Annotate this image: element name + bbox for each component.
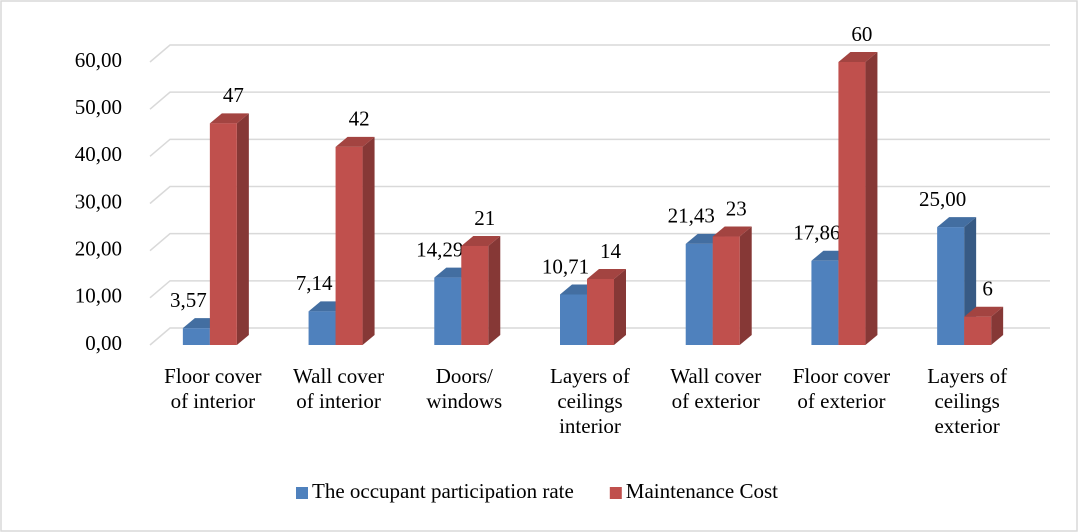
x-tick-label: Layers of ceilings exterior <box>927 364 1008 438</box>
grid-line <box>149 138 1050 157</box>
bar-top <box>587 268 626 279</box>
data-label: 7,14 <box>296 271 333 295</box>
grid-line <box>149 44 1050 63</box>
x-tick-label: Wall cover of interior <box>293 364 385 413</box>
bar-top <box>209 113 249 124</box>
data-label: 3,57 <box>170 288 207 312</box>
bar <box>685 243 713 345</box>
data-label: 23 <box>726 196 747 220</box>
y-tick-label: 50,00 <box>75 95 122 119</box>
grid-line <box>149 185 1050 205</box>
y-tick-label: 10,00 <box>75 284 122 308</box>
bar <box>182 328 210 345</box>
bar-side <box>488 235 501 345</box>
bar-side <box>614 268 626 345</box>
bar <box>964 316 992 345</box>
data-label: 17,86 <box>793 221 840 245</box>
bar-side <box>362 136 375 345</box>
bar-top <box>712 226 752 237</box>
data-label: 25,00 <box>919 187 966 211</box>
legend-swatch <box>609 487 622 499</box>
legend-label: The occupant participation rate <box>312 479 574 503</box>
y-tick-label: 20,00 <box>75 236 122 260</box>
data-label: 42 <box>349 107 370 131</box>
bar <box>461 245 489 345</box>
bar <box>308 311 336 345</box>
bar-top <box>335 136 375 147</box>
bar <box>587 278 614 345</box>
x-tick-label: Floor cover of interior <box>164 364 262 413</box>
bar <box>838 62 866 345</box>
bar <box>209 123 237 345</box>
grid-line <box>149 280 1050 299</box>
x-tick-label: Layers of ceilings interior <box>550 364 630 438</box>
data-label: 47 <box>223 83 244 107</box>
bar <box>811 260 839 345</box>
bar <box>712 236 740 345</box>
data-label: 21,43 <box>668 204 715 228</box>
legend-label: Maintenance Cost <box>626 479 778 503</box>
y-tick-label: 0,00 <box>85 331 122 355</box>
bar-top <box>964 306 1004 317</box>
data-label: 60 <box>851 22 872 46</box>
grid-line <box>149 327 1050 346</box>
bar-side <box>991 306 1004 345</box>
grid-line <box>149 232 1050 252</box>
bar-top <box>937 217 977 228</box>
x-tick-label: Floor cover of exterior <box>792 364 891 413</box>
bar-top <box>838 52 878 62</box>
y-tick-label: 40,00 <box>75 142 122 166</box>
bar <box>560 294 587 345</box>
data-label: 10,71 <box>542 254 589 278</box>
bar <box>937 227 965 345</box>
data-label: 6 <box>982 277 993 301</box>
legend-swatch <box>296 487 308 499</box>
bar <box>335 146 363 345</box>
grid-line <box>149 91 1050 110</box>
y-tick-label: 60,00 <box>75 48 122 72</box>
bar-top <box>461 235 501 246</box>
data-label: 14 <box>600 239 622 263</box>
bar-side <box>739 226 752 345</box>
bar-side <box>236 113 249 345</box>
y-tick-label: 30,00 <box>75 189 122 213</box>
data-label: 21 <box>474 206 495 230</box>
data-label: 14,29 <box>416 237 463 261</box>
x-tick-label: Wall cover of exterior <box>670 364 762 413</box>
x-tick-label: Doors/ windows <box>426 364 503 413</box>
bar <box>434 277 462 345</box>
bar-side <box>865 52 878 345</box>
